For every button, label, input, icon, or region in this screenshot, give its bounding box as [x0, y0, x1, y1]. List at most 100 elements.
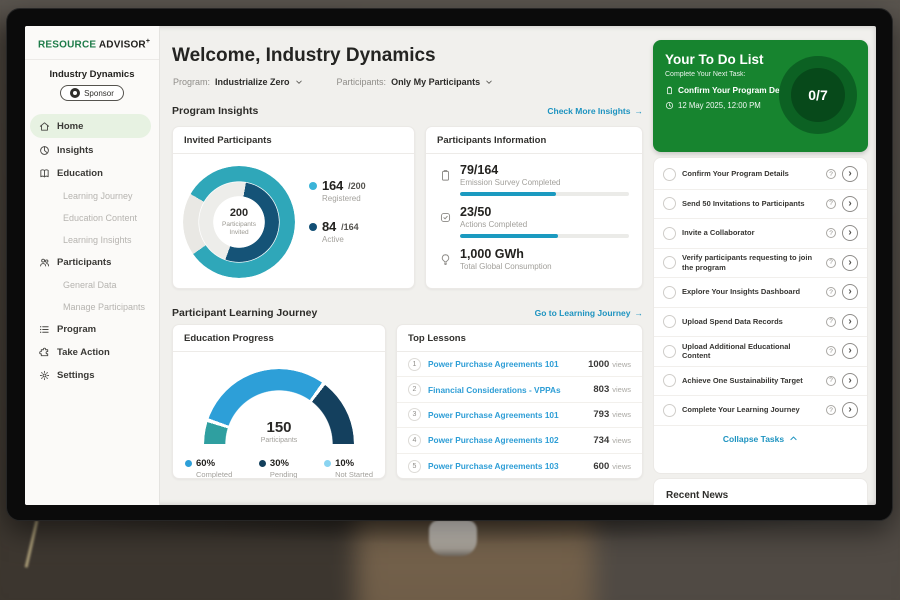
- checkbox-icon[interactable]: [663, 403, 676, 417]
- legend-not-started: 10% Not Started: [324, 458, 373, 478]
- learning-journey-title: Participant Learning Journey: [172, 307, 318, 319]
- participants-label: Participants:: [336, 77, 387, 87]
- lesson-link[interactable]: Power Purchase Agreements 101: [428, 409, 559, 420]
- info-icon[interactable]: ?: [826, 169, 836, 180]
- legend-pending: 30% Pending: [258, 458, 297, 478]
- collapse-tasks-link[interactable]: Collapse Tasks: [654, 426, 867, 450]
- chevron-right-icon[interactable]: ›: [842, 343, 858, 360]
- todo-next-task: Confirm Your Program Details: [665, 85, 796, 95]
- actions-completed-progress-bar: [460, 234, 629, 238]
- task-confirm-program-details[interactable]: Confirm Your Program Details ? ›: [654, 160, 867, 190]
- checkbox-icon[interactable]: [663, 285, 676, 299]
- gauge-legend: 60% Completed 30% Pending 10%: [173, 458, 385, 478]
- sponsor-badge[interactable]: Sponsor: [60, 85, 124, 102]
- chevron-right-icon[interactable]: ›: [842, 195, 858, 212]
- sponsor-badge-label: Sponsor: [84, 88, 114, 98]
- info-icon[interactable]: ?: [826, 405, 836, 416]
- checkbox-icon[interactable]: [663, 256, 676, 270]
- lightbulb-icon: [441, 254, 450, 265]
- sidebar-item-label: Participants: [57, 257, 112, 269]
- task-achieve-sustainability-target[interactable]: Achieve One Sustainability Target ? ›: [654, 367, 867, 396]
- lesson-link[interactable]: Financial Considerations - VPPAs: [428, 384, 561, 395]
- chevron-right-icon[interactable]: ›: [842, 284, 858, 301]
- lesson-views-value: 734: [593, 434, 610, 446]
- lesson-rank-badge: 1: [408, 357, 421, 371]
- sidebar-item-insights[interactable]: Insights: [25, 139, 159, 162]
- clipboard-icon: [442, 170, 449, 181]
- go-to-learning-journey-link[interactable]: Go to Learning Journey →: [535, 308, 643, 318]
- program-insights-header: Program Insights Check More Insights →: [172, 105, 643, 117]
- sidebar-item-education[interactable]: Education: [25, 162, 159, 185]
- sidebar-item-learning-journey[interactable]: Learning Journey: [25, 185, 159, 207]
- lesson-views-label: views: [612, 435, 631, 445]
- checkbox-icon[interactable]: [663, 315, 676, 329]
- todo-tasks-card: Confirm Your Program Details ? › Send 50…: [653, 157, 868, 474]
- checkbox-icon[interactable]: [663, 374, 676, 388]
- sidebar-item-label: Education: [57, 168, 103, 180]
- lesson-link[interactable]: Power Purchase Agreements 101: [428, 359, 559, 370]
- lesson-link[interactable]: Power Purchase Agreements 102: [428, 435, 559, 446]
- sidebar-item-learning-insights[interactable]: Learning Insights: [25, 229, 159, 251]
- sidebar-item-program[interactable]: Program: [25, 318, 159, 341]
- sidebar-item-education-content[interactable]: Education Content: [25, 207, 159, 229]
- task-complete-learning-journey[interactable]: Complete Your Learning Journey ? ›: [654, 396, 867, 426]
- checkbox-icon[interactable]: [663, 197, 676, 211]
- task-label: Confirm Your Program Details: [682, 169, 789, 179]
- lesson-link[interactable]: Power Purchase Agreements 103: [428, 461, 559, 472]
- task-explore-insights[interactable]: Explore Your Insights Dashboard ? ›: [654, 278, 867, 308]
- sidebar-item-manage-participants[interactable]: Manage Participants: [25, 296, 159, 318]
- filter-bar: Program: Industrialize Zero Participants…: [173, 77, 493, 87]
- donut-center-value: 200: [229, 206, 249, 219]
- program-dropdown[interactable]: Program: Industrialize Zero: [173, 77, 303, 87]
- participants-information-card: Participants Information 79/164 Emission…: [425, 126, 643, 289]
- completed-pct: 60%: [196, 458, 216, 469]
- actions-completed-progress-fill: [460, 234, 559, 238]
- sidebar-item-participants[interactable]: Participants: [25, 251, 159, 274]
- chevron-right-icon[interactable]: ›: [842, 402, 858, 419]
- chevron-right-icon[interactable]: ›: [842, 372, 858, 389]
- arrow-right-icon: →: [634, 106, 644, 116]
- actions-completed-label: Actions Completed: [460, 220, 528, 229]
- lesson-views-label: views: [612, 385, 631, 395]
- lesson-views-value: 793: [593, 409, 610, 421]
- check-more-insights-link[interactable]: Check More Insights →: [547, 106, 643, 116]
- checkbox-icon[interactable]: [663, 344, 676, 358]
- checkbox-icon[interactable]: [663, 167, 676, 181]
- info-icon[interactable]: ?: [826, 375, 836, 386]
- info-icon[interactable]: ?: [826, 346, 836, 357]
- sidebar-item-take-action[interactable]: Take Action: [25, 341, 159, 364]
- info-icon[interactable]: ?: [826, 257, 836, 268]
- chevron-right-icon[interactable]: ›: [842, 254, 858, 271]
- task-send-invitations[interactable]: Send 50 Invitations to Participants ? ›: [654, 190, 867, 219]
- gauge-center-value: 150: [266, 419, 292, 436]
- chevron-down-icon: [485, 78, 493, 86]
- chevron-right-icon[interactable]: ›: [842, 225, 858, 242]
- puzzle-icon: [39, 348, 49, 357]
- checkbox-icon[interactable]: [663, 226, 676, 240]
- task-label: Upload Spend Data Records: [682, 316, 783, 326]
- chevron-right-icon[interactable]: ›: [842, 313, 858, 330]
- chevron-right-icon[interactable]: ›: [842, 166, 858, 183]
- todo-progress-value: 0/7: [791, 68, 845, 122]
- info-icon[interactable]: ?: [826, 287, 836, 298]
- info-icon[interactable]: ?: [826, 316, 836, 327]
- sidebar-item-general-data[interactable]: General Data: [25, 274, 159, 296]
- logo-plus: +: [145, 38, 151, 45]
- participants-dropdown[interactable]: Participants: Only My Participants: [337, 77, 494, 87]
- global-consumption-value: 1,000 GWh: [460, 247, 524, 261]
- participants-information-title: Participants Information: [426, 127, 642, 154]
- lesson-views-label: views: [612, 359, 631, 369]
- task-invite-collaborator[interactable]: Invite a Collaborator ? ›: [654, 219, 867, 249]
- info-icon[interactable]: ?: [826, 198, 836, 209]
- info-icon[interactable]: ?: [826, 228, 836, 239]
- sidebar-item-settings[interactable]: Settings: [25, 364, 159, 387]
- sidebar-item-label: Take Action: [57, 347, 110, 359]
- task-verify-participants[interactable]: Verify participants requesting to join t…: [654, 249, 867, 278]
- task-upload-educational-content[interactable]: Upload Additional Educational Content ? …: [654, 337, 867, 367]
- sponsor-badge-wrap: Sponsor: [25, 85, 159, 102]
- sidebar-item-home[interactable]: Home: [30, 114, 151, 139]
- participants-information-body: 79/164 Emission Survey Completed 23/50 A…: [426, 154, 642, 271]
- logo-text-primary: RESOURCE: [38, 39, 97, 51]
- lesson-rank-badge: 3: [408, 408, 421, 422]
- task-upload-spend-data[interactable]: Upload Spend Data Records ? ›: [654, 308, 867, 337]
